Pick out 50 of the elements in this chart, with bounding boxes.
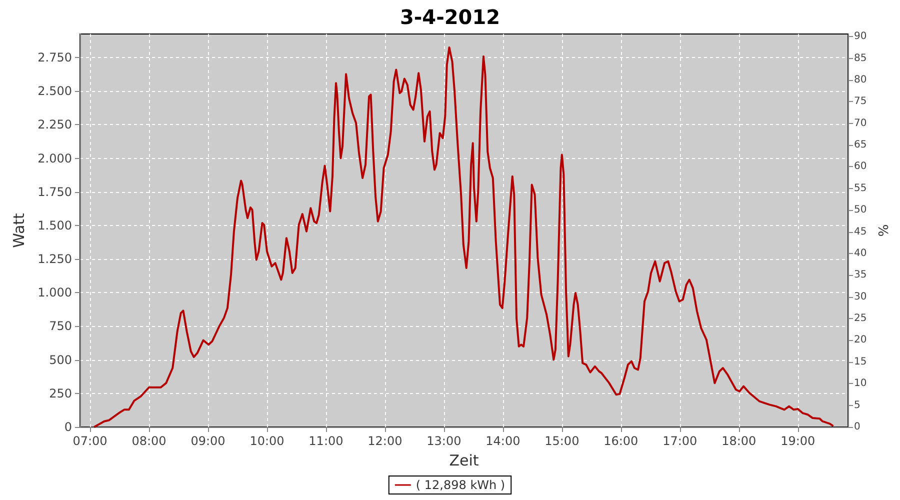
y2-tick-label: 5 [854,400,860,411]
legend-label: ( 12,898 kWh ) [416,478,506,492]
y-axis-title: Watt [10,212,28,248]
y2-tick-label: 35 [854,270,867,281]
y2-tick-label: 50 [854,204,867,216]
x-tick-label: 08:00 [132,434,166,448]
y2-tick-label: 10 [854,378,867,390]
y-tick-label: 1.750 [38,184,72,199]
y-tick-label: 1.250 [38,252,72,266]
x-tick-label: 19:00 [780,434,816,448]
y-tick-label: 750 [49,319,72,334]
y2-tick-label: 80 [854,74,867,86]
y2-tick-label: 25 [854,313,867,324]
x-axis-title: Zeit [449,452,479,470]
y-tick-label: 2.000 [38,151,72,166]
y2-tick-label: 15 [854,356,867,368]
y2-tick-label: 90 [854,31,867,42]
y2-tick-label: 65 [854,140,867,151]
x-tick-label: 15:00 [544,434,580,448]
x-tick-label: 14:00 [486,434,520,448]
y-tick-label: 1.500 [38,218,72,232]
x-tick-label: 16:00 [604,434,638,448]
x-tick-label: 17:00 [662,434,698,448]
y2-tick-label: 20 [854,334,867,346]
y2-tick-label: 55 [854,182,867,194]
y-tick-label: 2.250 [38,118,72,132]
y-tick-label: 2.750 [38,50,72,65]
y2-tick-label: 0 [854,422,860,432]
chart-title: 3-4-2012 [400,5,500,29]
x-tick-label: 11:00 [308,434,344,448]
y-tick-label: 1.000 [38,286,72,300]
y2-tick-label: 60 [854,161,867,172]
x-tick-label: 13:00 [426,434,462,448]
x-tick-label: 09:00 [190,434,226,448]
y2-axis-title: % [877,224,892,237]
y2-tick-label: 45 [854,226,867,238]
y2-tick-label: 75 [854,96,867,108]
y-tick-label: 2.500 [38,84,72,98]
y2-tick-label: 85 [854,52,867,64]
y-tick-label: 250 [49,386,72,400]
x-tick-label: 12:00 [368,434,402,448]
x-tick-label: 10:00 [250,434,284,448]
x-tick-label: 07:00 [72,434,108,448]
y-tick-label: 500 [49,352,72,367]
y2-tick-label: 30 [854,291,867,302]
y-tick-label: 0 [64,420,72,434]
line-series [93,46,834,428]
y2-tick-label: 40 [854,248,867,259]
x-tick-label: 18:00 [722,434,756,448]
y2-tick-label: 70 [854,118,867,129]
